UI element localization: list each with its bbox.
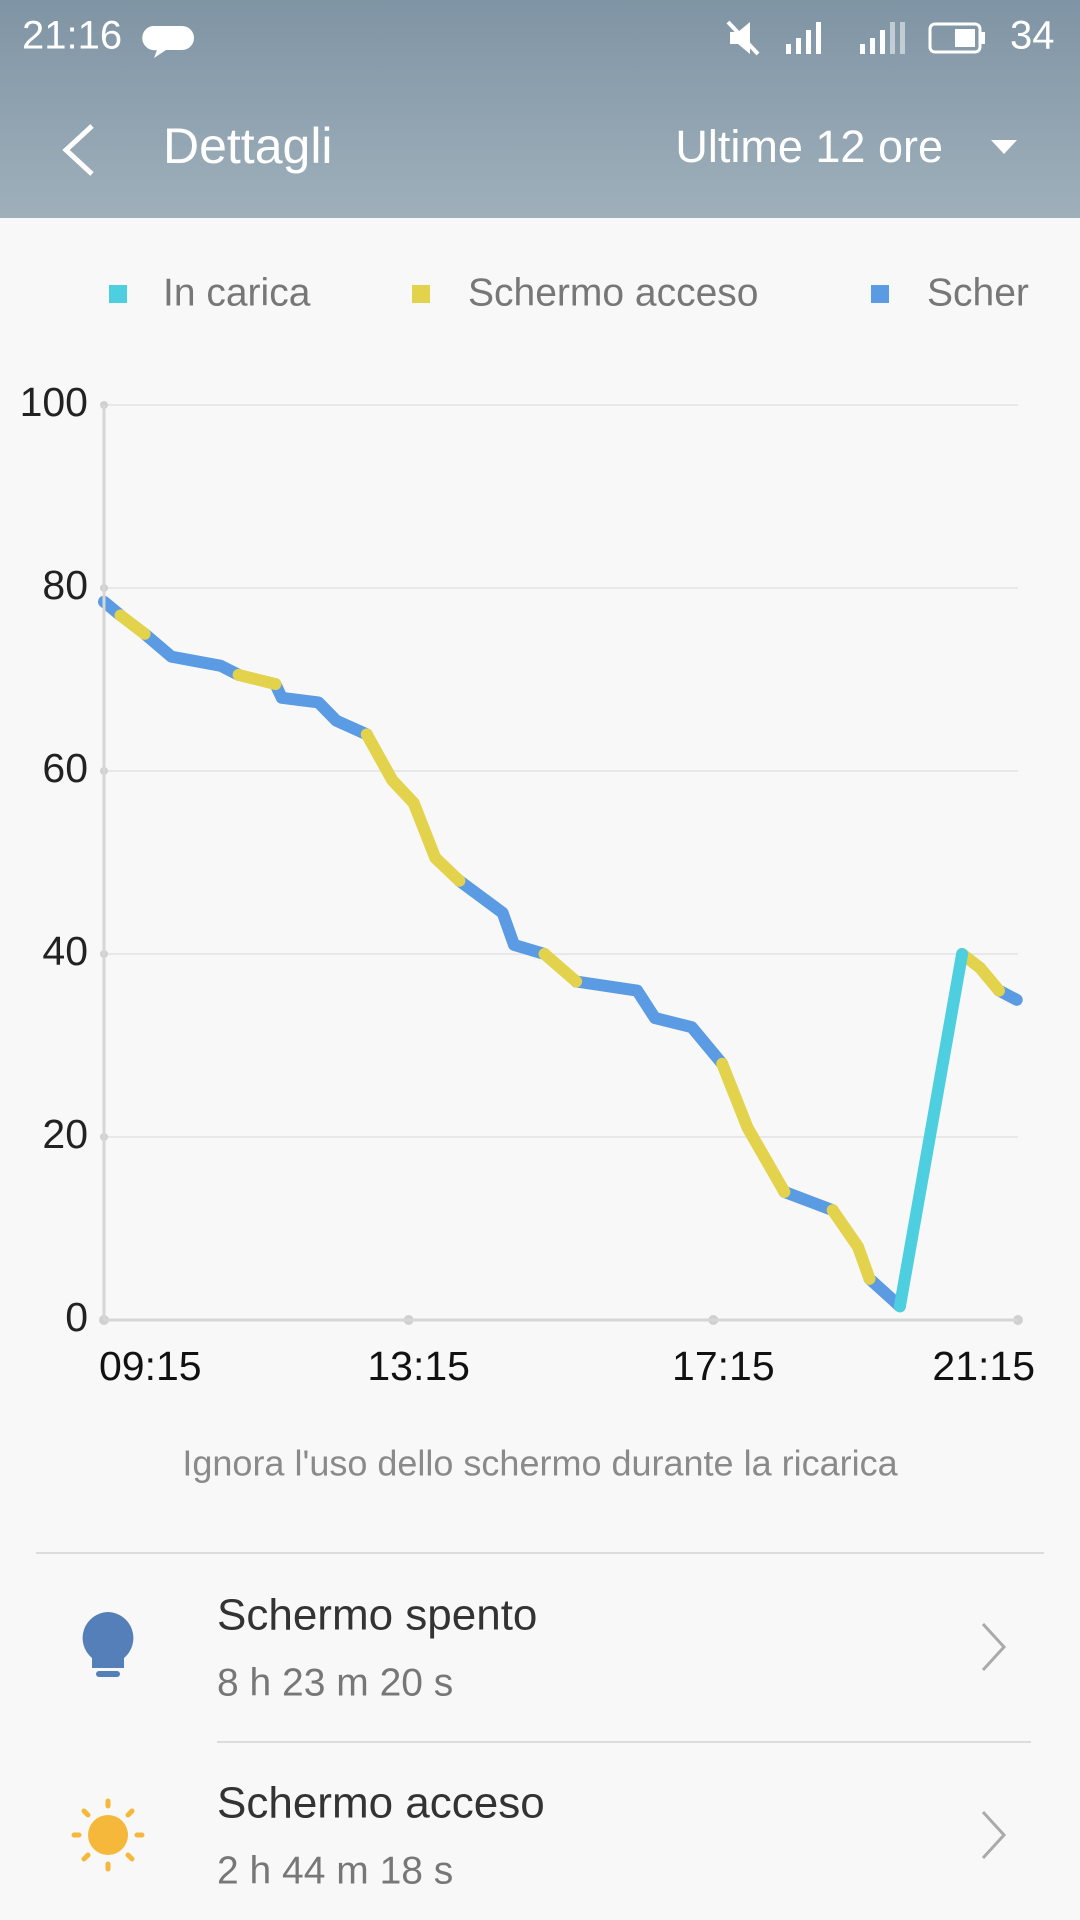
message-icon [142, 26, 194, 58]
x-tick-label: 17:15 [672, 1343, 775, 1389]
chart: 0 20 40 60 80 100 09:15 13:15 17:15 21:15 [20, 379, 1035, 1389]
back-button[interactable] [62, 124, 94, 176]
dropdown-arrow[interactable] [991, 140, 1017, 154]
y-tick-label: 20 [42, 1111, 88, 1157]
x-tick-label: 13:15 [367, 1343, 470, 1389]
note: Ignora l'uso dello schermo durante la ri… [182, 1443, 898, 1484]
legend-swatch [871, 285, 889, 303]
y-tick-label: 80 [42, 562, 88, 608]
x-tick-label: 21:15 [932, 1343, 1035, 1389]
list-item[interactable]: Schermo spento 8 h 23 m 20 s [82, 1591, 1007, 1705]
x-tick-label: 09:15 [99, 1343, 202, 1389]
item-duration: 8 h 23 m 20 s [217, 1661, 453, 1704]
y-tick-label: 40 [42, 928, 88, 974]
header-title: Dettagli [163, 118, 333, 174]
status-icons [726, 20, 985, 56]
legend-swatch [109, 285, 127, 303]
series-line [98, 595, 1023, 1313]
y-tick-label: 0 [65, 1294, 88, 1340]
status-battery: 34 [1010, 14, 1055, 58]
y-tick-label: 60 [42, 745, 88, 791]
list-item[interactable]: Schermo acceso 2 h 44 m 18 s [71, 1779, 1007, 1893]
series-line [114, 609, 1005, 1285]
legend-swatch [412, 285, 430, 303]
series-line [893, 948, 969, 1313]
legend-label: Scher [927, 271, 1029, 314]
legend-label: In carica [163, 271, 311, 314]
item-duration: 2 h 44 m 18 s [217, 1849, 453, 1892]
status-time: 21:16 [22, 14, 122, 58]
legend-label: Schermo acceso [468, 271, 758, 314]
item-title: Schermo spento [217, 1591, 537, 1640]
range-selector[interactable]: Ultime 12 ore [675, 121, 943, 172]
y-tick-label: 100 [20, 379, 88, 425]
legend: In carica Schermo acceso Scher [109, 271, 1029, 314]
item-title: Schermo acceso [217, 1779, 545, 1828]
